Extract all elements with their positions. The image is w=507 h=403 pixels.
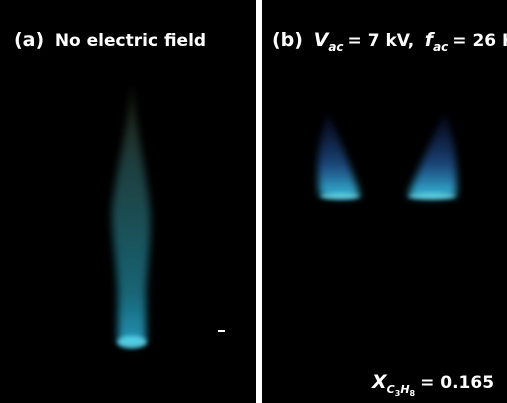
flame-edge: [320, 193, 360, 199]
label-part: ac: [433, 40, 448, 54]
panel-label: (b) Vac= 7 kV, fac= 26 Hz: [272, 29, 507, 54]
panel-tag: (b): [272, 29, 303, 51]
annotation-part: X: [371, 371, 388, 393]
annotation-part: H: [400, 383, 409, 396]
annotation-part: 8: [410, 389, 416, 398]
annotation-part: = 0.165: [420, 373, 494, 393]
panel-title: No electric field: [55, 31, 206, 51]
flame-edge: [408, 193, 456, 199]
panel-label: (a) No electric field: [14, 29, 206, 51]
label-part: ac: [328, 40, 343, 54]
label-part: V: [314, 29, 330, 51]
figure: (a) No electric field (b) Vac= 7 kV, fac…: [0, 0, 507, 403]
annotation-part: C: [387, 383, 395, 396]
flame-base: [117, 336, 147, 348]
marker: [218, 330, 225, 332]
panel-b: (b) Vac= 7 kV, fac= 26 Hz XC3H8= 0.165: [262, 0, 507, 403]
panel-background: [262, 0, 507, 403]
label-part: = 7 kV,: [348, 31, 415, 51]
panel-tag: (a): [14, 29, 44, 51]
label-part: = 26 Hz: [452, 31, 507, 51]
panel-a: (a) No electric field: [0, 0, 256, 403]
